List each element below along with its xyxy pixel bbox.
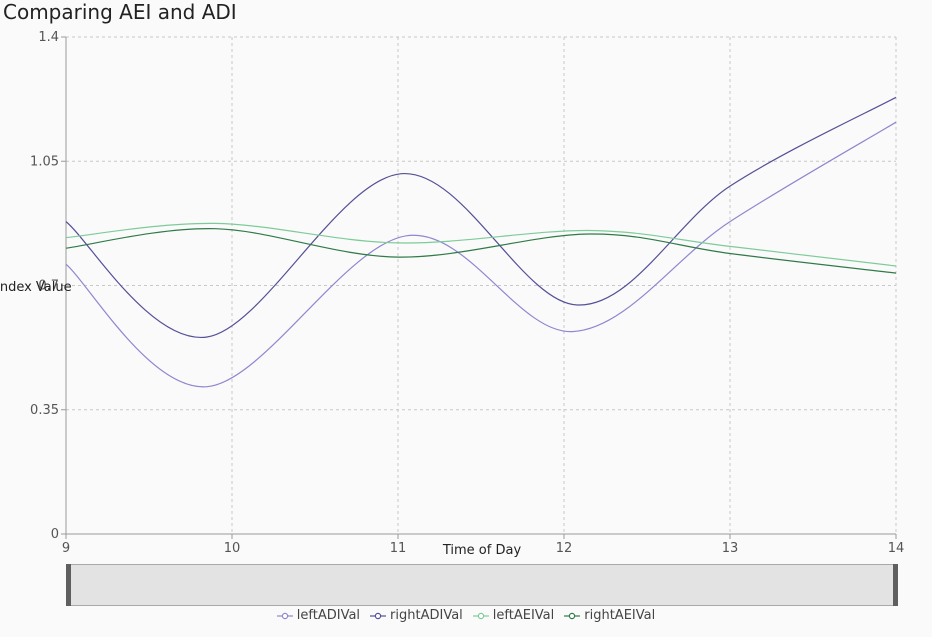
x-ticks: 9 10 11 12 13 14 (62, 534, 904, 556)
legend-marker-icon (472, 612, 489, 619)
x-tick-label: 9 (62, 541, 70, 556)
legend-label: leftADIVal (296, 608, 361, 623)
legend-label: rightADIVal (390, 608, 463, 623)
scrollbar-right-handle[interactable] (893, 564, 898, 606)
x-tick-label: 14 (888, 541, 905, 556)
legend-item-rightADIVal[interactable]: rightADIVal (370, 608, 463, 623)
y-tick-label: 1.05 (30, 154, 59, 169)
legend-marker-icon (564, 612, 581, 619)
legend-marker-icon (370, 612, 387, 619)
series-line-rightADIVal (65, 96, 897, 338)
x-axis-title: Time of Day (442, 543, 522, 558)
legend-item-leftAEIVal[interactable]: leftAEIVal (472, 608, 555, 623)
grid (65, 36, 897, 534)
legend-label: rightAEIVal (584, 608, 656, 623)
legend: leftADIVal rightADIVal leftAEIVal rightAEIV… (0, 608, 932, 623)
range-scrollbar[interactable] (66, 564, 898, 606)
series-layer (65, 96, 897, 388)
legend-marker-icon (276, 612, 293, 619)
scrollbar-left-handle[interactable] (66, 564, 71, 606)
x-tick-label: 13 (722, 541, 739, 556)
y-axis-title: Index Value (0, 280, 72, 295)
y-ticks: 0 0.35 0.7 1.05 1.4 (30, 30, 66, 542)
y-tick-label: 0 (51, 527, 59, 542)
x-tick-label: 11 (390, 541, 407, 556)
chart-title: Comparing AEI and ADI (3, 0, 237, 24)
series-line-leftAEIVal (65, 222, 897, 267)
x-tick-label: 10 (224, 541, 241, 556)
y-tick-label: 0.7 (38, 279, 59, 294)
y-tick-label: 0.35 (30, 403, 59, 418)
legend-item-leftADIVal[interactable]: leftADIVal (276, 608, 361, 623)
y-tick-label: 1.4 (38, 30, 59, 45)
series-line-rightAEIVal (65, 228, 897, 274)
x-tick-label: 12 (556, 541, 573, 556)
legend-label: leftAEIVal (492, 608, 555, 623)
series-line-leftADIVal (65, 121, 897, 388)
legend-item-rightAEIVal[interactable]: rightAEIVal (564, 608, 655, 623)
